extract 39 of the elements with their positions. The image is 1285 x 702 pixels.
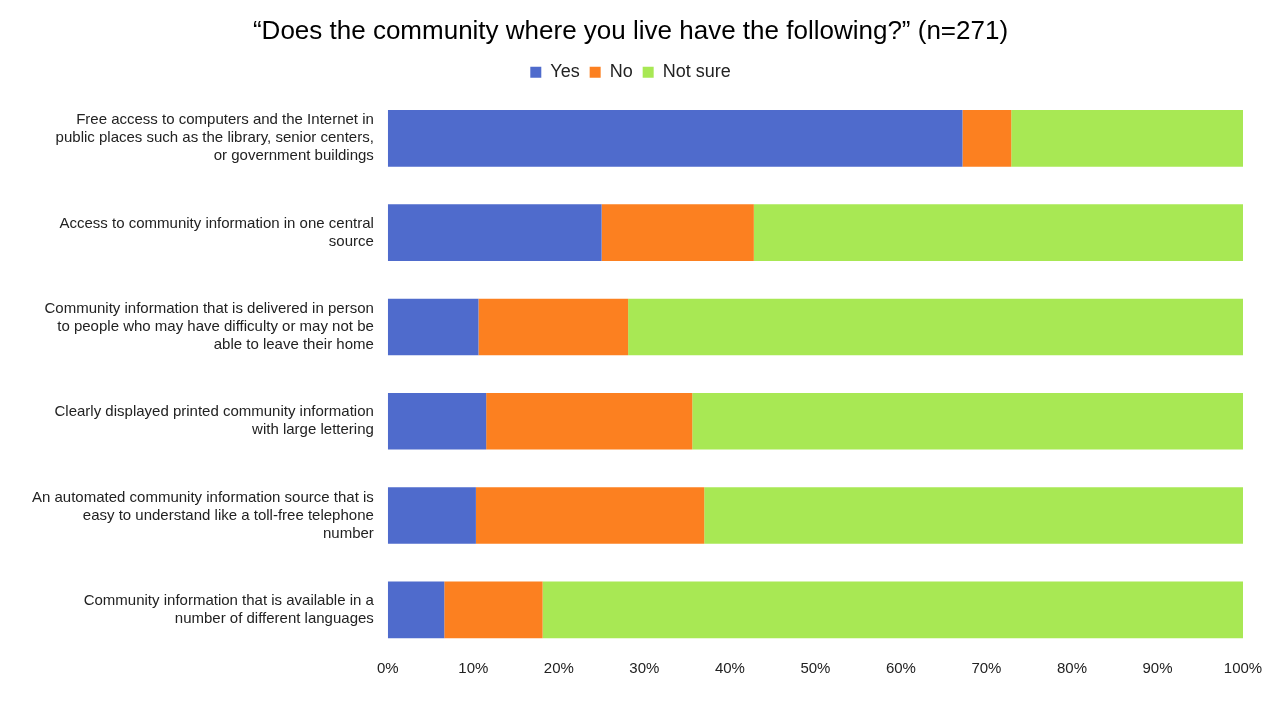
bar [704, 487, 1243, 544]
bar [387, 487, 476, 544]
x-tick-label: 0% [376, 659, 399, 677]
bar [1011, 110, 1243, 167]
bar [542, 581, 1243, 639]
legend-label: No [609, 61, 633, 82]
y-tick-label: An automated community information source that is easy to understand like a toll-free telephone number [31, 487, 374, 541]
x-tick-label: 90% [1142, 659, 1173, 677]
x-tick-label: 60% [885, 659, 916, 677]
bar [486, 392, 693, 450]
bar [387, 392, 487, 450]
x-tick-label: 70% [971, 659, 1002, 677]
bar [475, 487, 705, 544]
bar [628, 298, 1243, 356]
bar [478, 298, 629, 356]
x-tick-label: 40% [714, 659, 745, 677]
x-tick-label: 20% [543, 659, 574, 677]
bar [601, 204, 754, 261]
bar [753, 204, 1243, 261]
x-tick-label: 50% [800, 659, 831, 677]
bar [387, 298, 479, 356]
bar [962, 110, 1012, 167]
bar [387, 204, 602, 261]
x-tick-label: 30% [629, 659, 660, 677]
bar [444, 581, 543, 639]
y-tick-label: Free access to computers and the Internet in public places such as the library, senior centers, or government buildings [55, 110, 374, 164]
legend-label: Not sure [662, 61, 731, 82]
y-tick-label: Community information that is delivered in person to people who may have difficulty or may not be able to leave their home [44, 299, 374, 353]
x-tick-label: 10% [458, 659, 489, 677]
y-tick-label: Clearly displayed printed community information with large lettering [54, 402, 374, 438]
legend-label: Yes [550, 61, 580, 82]
bar [387, 110, 963, 167]
chart-title: “Does the community where you live have the following?” (n=271) [252, 14, 1009, 45]
bar [387, 581, 445, 639]
y-tick-label: Access to community information in one central source [59, 213, 374, 249]
x-tick-label: 100% [1223, 659, 1263, 677]
y-tick-label: Community information that is available in a number of different languages [83, 590, 375, 626]
bar [692, 392, 1243, 450]
x-tick-label: 80% [1056, 659, 1087, 677]
